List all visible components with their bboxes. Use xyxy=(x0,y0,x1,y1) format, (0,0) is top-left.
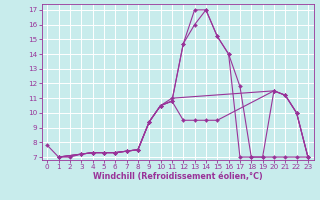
X-axis label: Windchill (Refroidissement éolien,°C): Windchill (Refroidissement éolien,°C) xyxy=(93,172,262,181)
